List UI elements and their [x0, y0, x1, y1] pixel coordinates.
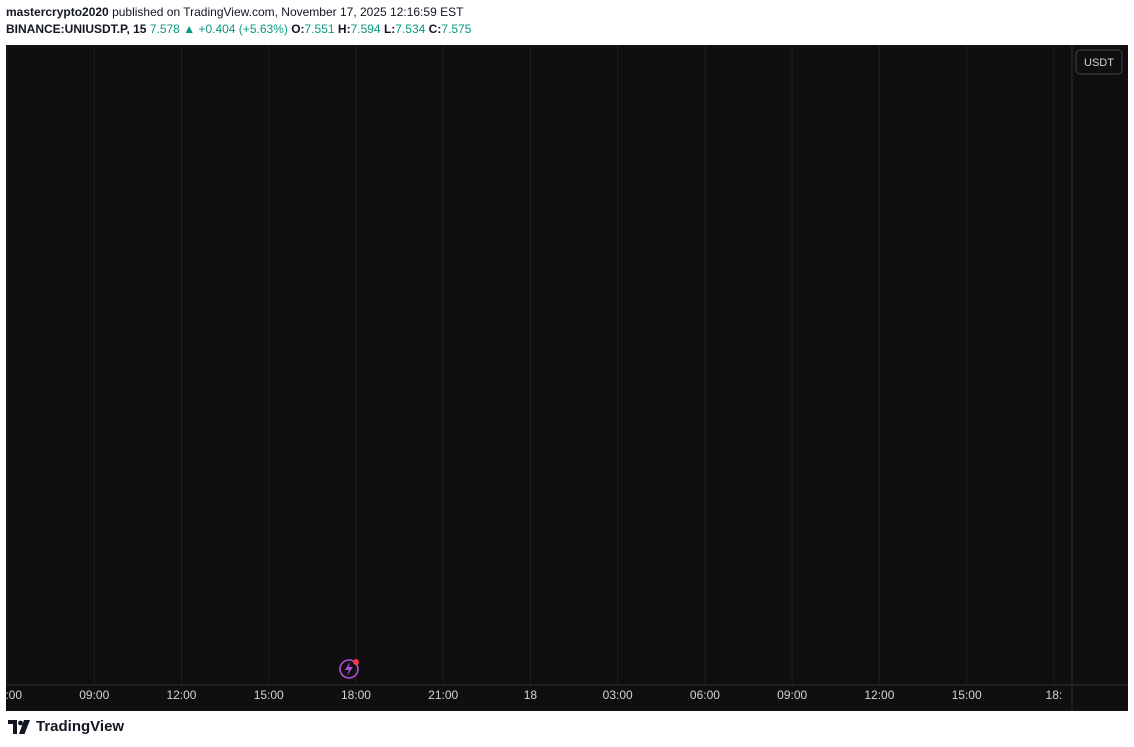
up-arrow-icon: ▲ [183, 22, 196, 36]
time-tick-label: 12:00 [166, 688, 196, 702]
high-label: H: [337, 22, 351, 36]
tradingview-footer: TradingView [8, 718, 124, 735]
time-tick-label: 21:00 [428, 688, 458, 702]
time-tick-label: 18: [1046, 688, 1063, 702]
publish-info: mastercrypto2020 published on TradingVie… [6, 5, 463, 19]
symbol-name[interactable]: BINANCE:UNIUSDT.P, 15 [6, 22, 147, 36]
time-tick-label: 03:00 [603, 688, 633, 702]
time-tick-label: 15:00 [952, 688, 982, 702]
low-value: 7.534 [395, 22, 426, 36]
tradingview-logo-icon [8, 719, 30, 734]
price-change: +0.404 (+5.63%) [198, 22, 288, 36]
time-tick-label: 06:00 [6, 688, 22, 702]
time-tick-label: 18 [524, 688, 538, 702]
chart-panel[interactable]: 8.8008.6008.4008.2008.0007.8007.6007.400… [6, 45, 1128, 711]
symbol-legend: BINANCE:UNIUSDT.P, 15 7.578 ▲ +0.404 (+5… [6, 22, 471, 36]
time-tick-label: 09:00 [79, 688, 109, 702]
tradingview-brand: TradingView [36, 718, 125, 735]
open-label: O: [291, 22, 305, 36]
lightning-icon[interactable] [339, 659, 359, 679]
currency-button[interactable] [1075, 49, 1123, 75]
time-tick-label: 15:00 [254, 688, 284, 702]
close-label: C: [428, 22, 442, 36]
time-tick-label: 12:00 [864, 688, 894, 702]
time-tick-label: 06:00 [690, 688, 720, 702]
time-tick-label: 18:00 [341, 688, 371, 702]
last-price: 7.578 [149, 22, 180, 36]
author-name[interactable]: mastercrypto2020 [6, 5, 109, 19]
notification-dot-icon [353, 659, 359, 665]
time-tick-label: 09:00 [777, 688, 807, 702]
high-value: 7.594 [350, 22, 381, 36]
low-label: L: [383, 22, 396, 36]
open-value: 7.551 [304, 22, 335, 36]
candlestick-chart[interactable]: 8.8008.6008.4008.2008.0007.8007.6007.400… [6, 45, 1128, 711]
published-text: published on TradingView.com, November 1… [112, 5, 464, 19]
close-value: 7.575 [441, 22, 472, 36]
currency-button-label: USDT [1084, 57, 1114, 69]
lightning-bolt-icon [345, 662, 353, 676]
